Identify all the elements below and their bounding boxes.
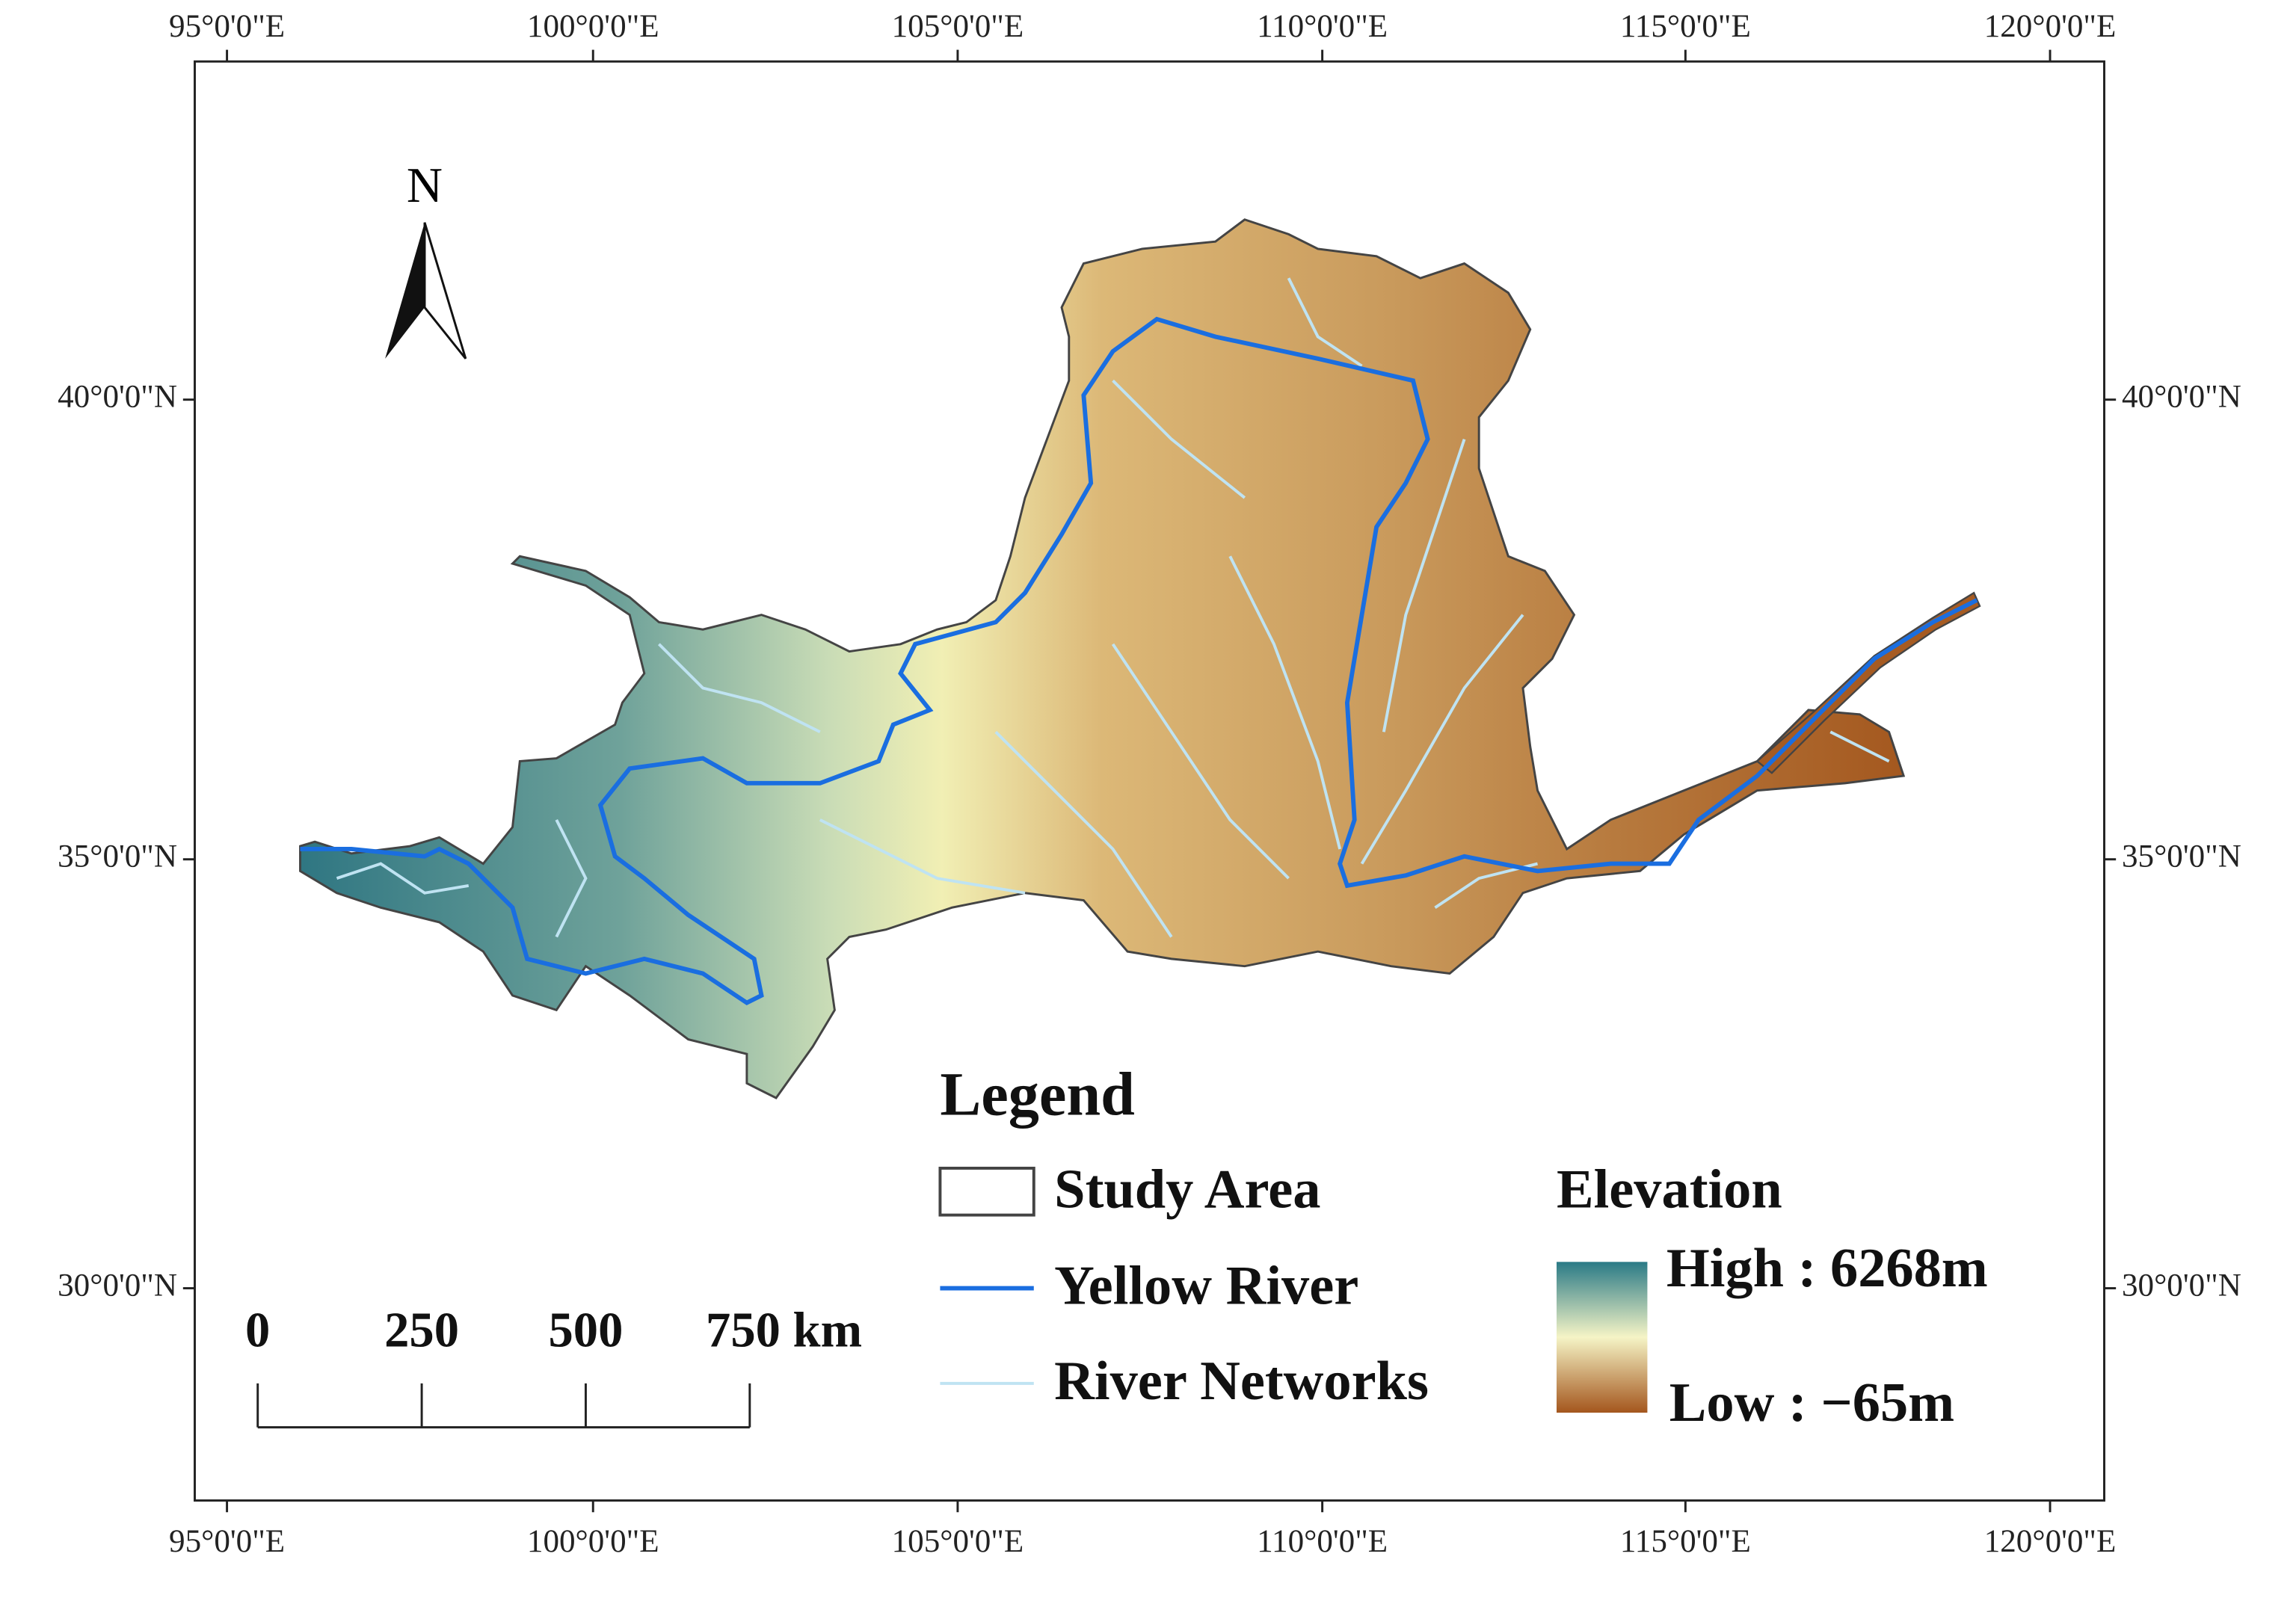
- lon-label: 100°0'0"E: [527, 9, 659, 44]
- lat-label: 35°0'0"N: [2122, 839, 2241, 874]
- river-network-line: [657, 643, 821, 734]
- legend-study-area-swatch: [938, 1167, 1035, 1217]
- scale-label: 750 km: [706, 1304, 862, 1358]
- lon-label: 120°0'0"E: [1984, 9, 2117, 44]
- map-frame: [194, 60, 2105, 1502]
- lon-label: 110°0'0"E: [1257, 9, 1388, 44]
- lat-label: 30°0'0"N: [58, 1268, 177, 1303]
- river-network-line: [1829, 730, 1890, 763]
- elevation-low: Low : −65m: [1669, 1372, 1954, 1434]
- north-label: N: [407, 158, 443, 213]
- elevation-ramp: [1556, 1262, 1648, 1413]
- river-network-line: [1382, 438, 1466, 732]
- river-network-line: [1287, 277, 1363, 368]
- scale-label: 500: [549, 1304, 624, 1358]
- lon-label: 120°0'0"E: [1984, 1524, 2117, 1559]
- river-network-line: [1111, 643, 1290, 880]
- lon-label: 95°0'0"E: [169, 9, 285, 44]
- lon-label: 100°0'0"E: [527, 1524, 659, 1559]
- elevation-title: Elevation: [1557, 1159, 1782, 1220]
- river-network-line: [819, 818, 1026, 895]
- lon-label: 105°0'0"E: [892, 1524, 1024, 1559]
- legend-item: River Networks: [1054, 1351, 1429, 1412]
- lon-label: 110°0'0"E: [1257, 1524, 1388, 1559]
- lon-label: 105°0'0"E: [892, 9, 1024, 44]
- legend-item: Study Area: [1054, 1159, 1320, 1220]
- river-network-line: [1360, 614, 1524, 865]
- scale-label: 0: [245, 1304, 270, 1358]
- lon-label: 95°0'0"E: [169, 1524, 285, 1559]
- yellow-river: [300, 316, 1978, 1006]
- river-network-line: [1112, 379, 1246, 499]
- elevation-high: High : 6268m: [1666, 1238, 1988, 1299]
- legend-item: Yellow River: [1054, 1256, 1358, 1317]
- map-body: N 0 250 500 750 km Legend Study Area Yel…: [58, 9, 2241, 1559]
- north-arrow-right: [423, 222, 467, 360]
- lat-label: 35°0'0"N: [58, 839, 177, 874]
- river-network-line: [1228, 555, 1342, 850]
- lon-label: 115°0'0"E: [1620, 9, 1751, 44]
- lat-label: 40°0'0"N: [2122, 380, 2241, 415]
- river-network-line: [336, 862, 470, 895]
- scale-bar: [256, 1383, 751, 1429]
- river-networks: [336, 277, 1890, 938]
- north-arrow-left: [385, 222, 425, 359]
- study-area: [299, 218, 1906, 1099]
- lat-label: 30°0'0"N: [2122, 1268, 2241, 1303]
- lat-label: 40°0'0"N: [58, 380, 177, 415]
- study-area-estuary: [1755, 591, 1981, 774]
- lon-label: 115°0'0"E: [1620, 1524, 1751, 1559]
- river-network-line: [994, 730, 1173, 938]
- legend-title: Legend: [940, 1061, 1135, 1129]
- scale-label: 250: [384, 1304, 459, 1358]
- river-network-line: [555, 818, 588, 938]
